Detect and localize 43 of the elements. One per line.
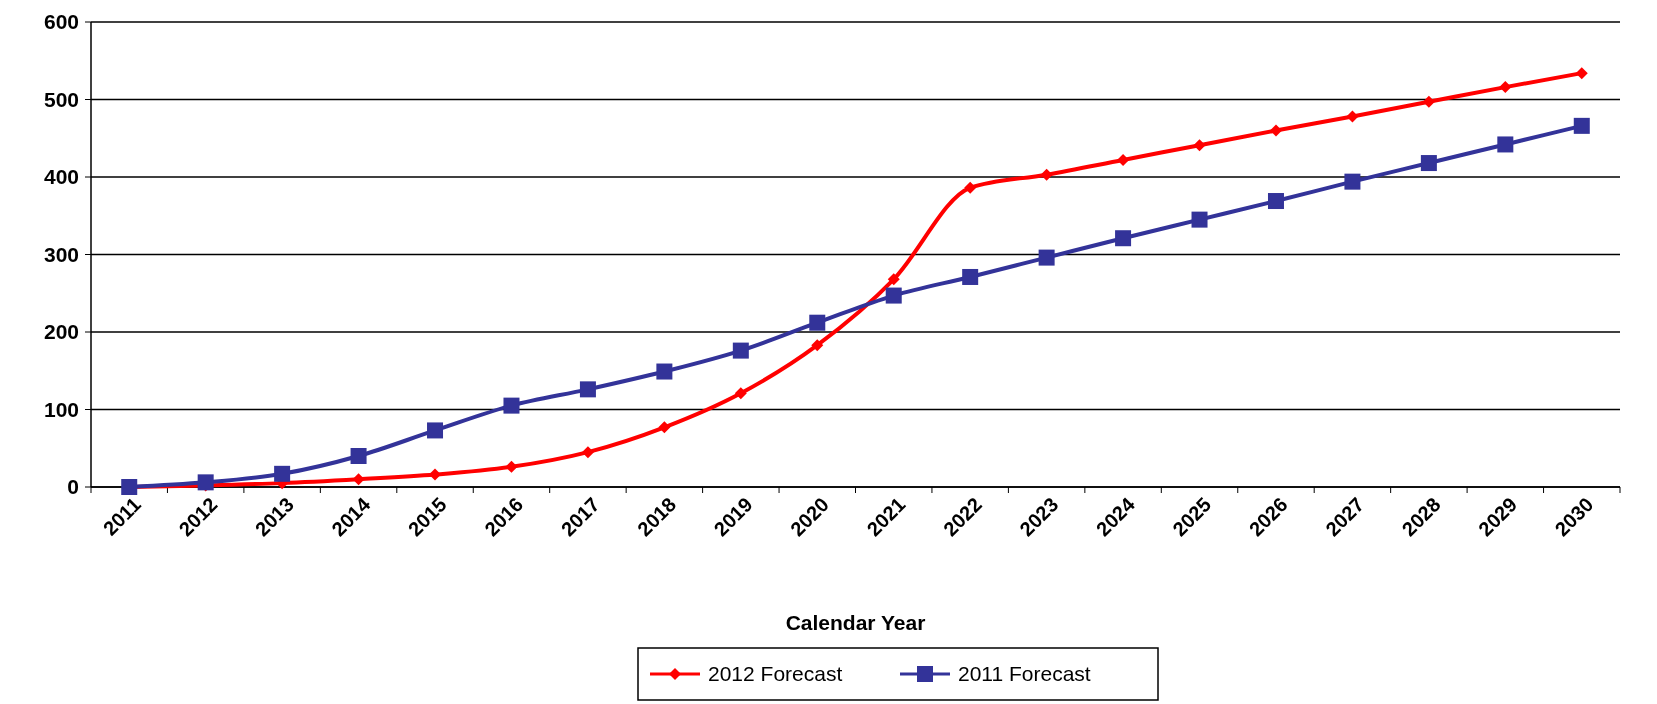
point xyxy=(1115,230,1132,247)
y-tick-label: 100 xyxy=(43,397,79,421)
point xyxy=(656,363,673,380)
point xyxy=(1038,249,1055,266)
y-tick-label: 600 xyxy=(43,10,79,34)
point xyxy=(503,397,520,414)
point xyxy=(734,387,747,400)
y-tick-label: 300 xyxy=(43,242,79,266)
legend-label: 2011 Forecast xyxy=(958,662,1091,686)
point xyxy=(887,273,900,286)
y-tick-label: 0 xyxy=(67,475,79,499)
point xyxy=(427,422,444,439)
y-tick-label: 400 xyxy=(43,165,79,189)
legend-label: 2012 Forecast xyxy=(708,662,843,686)
point xyxy=(658,421,671,434)
y-tick-label: 200 xyxy=(43,320,79,344)
point xyxy=(1422,95,1435,108)
point xyxy=(964,181,977,194)
point xyxy=(1267,193,1284,210)
point xyxy=(1040,168,1053,181)
point xyxy=(274,465,291,482)
point xyxy=(1269,124,1282,137)
point xyxy=(1575,67,1588,80)
point xyxy=(1499,81,1512,94)
point xyxy=(197,474,214,491)
point xyxy=(1193,139,1206,152)
point xyxy=(809,314,826,331)
point xyxy=(811,339,824,352)
point xyxy=(885,287,902,304)
y-tick-label: 500 xyxy=(43,87,79,111)
point xyxy=(579,381,596,398)
point xyxy=(1573,117,1590,134)
point xyxy=(1191,211,1208,228)
point xyxy=(732,342,749,359)
point xyxy=(350,448,367,464)
point xyxy=(581,446,594,459)
point xyxy=(1344,173,1361,190)
point xyxy=(505,460,518,473)
point xyxy=(1497,136,1514,153)
x-axis-title: Calendar Year xyxy=(785,611,926,634)
point xyxy=(962,268,979,285)
point xyxy=(1420,155,1437,172)
point xyxy=(1346,110,1359,123)
